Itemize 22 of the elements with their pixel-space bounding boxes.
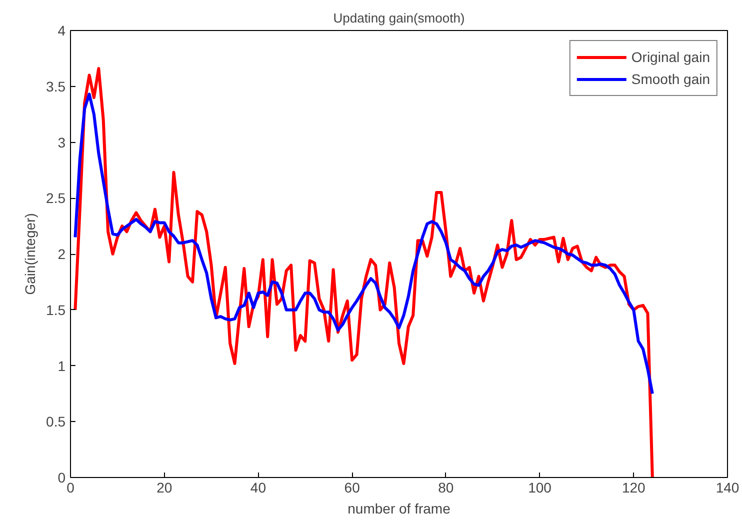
- line-series: [74, 92, 654, 396]
- chart-title: Updating gain(smooth): [333, 10, 465, 26]
- x-tick-label: 80: [438, 480, 454, 496]
- y-tick-label: 1: [58, 358, 66, 374]
- x-tick-label: 60: [344, 480, 360, 496]
- y-tick-label: 4: [58, 22, 66, 38]
- y-tick-label: 3.5: [46, 78, 66, 94]
- x-tick-label: 120: [622, 480, 646, 496]
- x-tick-label: 20: [156, 480, 172, 496]
- legend-label: Original gain: [631, 49, 710, 65]
- y-tick-label: 0: [58, 470, 66, 486]
- y-axis-title: Gain(integer): [22, 213, 38, 295]
- y-tick-label: 2: [58, 246, 66, 262]
- x-tick-label: 40: [250, 480, 266, 496]
- x-axis-title: number of frame: [348, 500, 451, 516]
- x-tick-label: 100: [528, 480, 552, 496]
- y-tick-label: 0.5: [46, 414, 66, 430]
- x-tick-label: 140: [716, 480, 740, 496]
- legend-label: Smooth gain: [631, 71, 710, 87]
- y-tick-label: 3: [58, 134, 66, 150]
- y-tick-label: 2.5: [46, 190, 66, 206]
- y-tick-label: 1.5: [46, 302, 66, 318]
